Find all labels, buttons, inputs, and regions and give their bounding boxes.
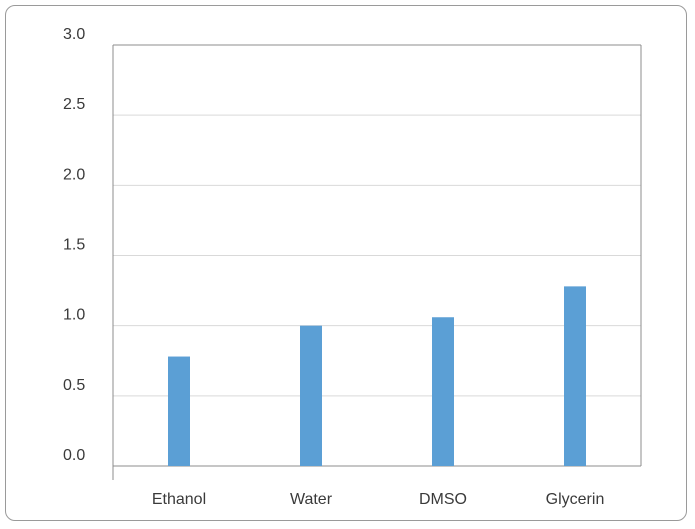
x-tick-label-dmso: DMSO <box>419 491 467 508</box>
x-tick-label-glycerin: Glycerin <box>546 491 605 508</box>
y-tick-labels: 0.0 0.5 1.0 1.5 2.0 2.5 3.0 <box>63 26 85 464</box>
x-tick-labels: Ethanol Water DMSO Glycerin <box>152 491 604 508</box>
bar-ethanol <box>168 356 190 466</box>
x-tick-label-water: Water <box>290 491 333 508</box>
bar-dmso <box>432 317 454 466</box>
y-tick-label: 0.0 <box>63 447 85 464</box>
x-tick-label-ethanol: Ethanol <box>152 491 206 508</box>
bar-glycerin <box>564 286 586 466</box>
y-tick-label: 3.0 <box>63 26 85 43</box>
y-tick-label: 1.5 <box>63 237 85 254</box>
bars <box>168 286 586 466</box>
y-tick-label: 0.5 <box>63 377 85 394</box>
y-tick-label: 2.0 <box>63 166 85 183</box>
grid-lines <box>113 44 641 397</box>
y-tick-label: 2.5 <box>63 96 85 113</box>
axes <box>112 44 642 480</box>
y-tick-label: 1.0 <box>63 307 85 324</box>
bar-water <box>300 325 322 466</box>
